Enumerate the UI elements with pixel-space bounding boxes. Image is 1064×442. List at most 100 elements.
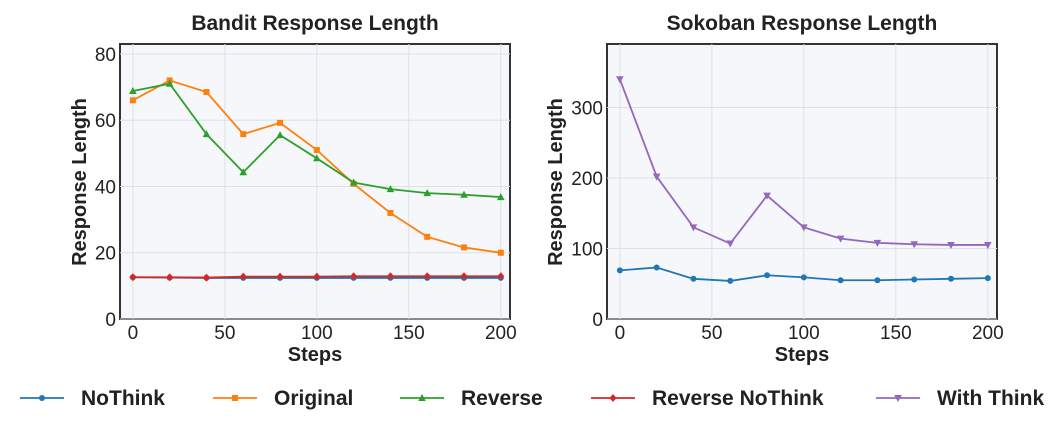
bandit-y-tick-label: 40 xyxy=(95,177,116,198)
legend-marker-nothink xyxy=(39,395,45,401)
bandit-point-reverse-nothink xyxy=(313,272,321,281)
bandit-x-tick-label: 150 xyxy=(393,323,425,344)
sokoban-y-tick-label: 200 xyxy=(571,169,603,190)
legend-label-reverse-nothink: Reverse NoThink xyxy=(652,387,824,410)
bandit-series xyxy=(129,77,505,282)
bandit-point-original xyxy=(129,97,136,104)
bandit-point-original xyxy=(277,119,284,126)
bandit-point-original xyxy=(461,244,468,251)
bandit-point-reverse-nothink xyxy=(460,272,468,281)
bandit-ticks: 0 50 100 150 200 0 20 40 60 80 xyxy=(95,45,517,344)
bandit-point-reverse xyxy=(349,178,358,186)
bandit-point-reverse xyxy=(129,87,137,95)
bandit-point-reverse-nothink xyxy=(423,272,431,281)
sokoban-point-nothink xyxy=(690,275,697,282)
legend-label-nothink: NoThink xyxy=(81,387,165,410)
legend-label-reverse: Reverse xyxy=(461,387,543,410)
sokoban-point-nothink xyxy=(653,264,660,271)
legend-item-reverse-nothink: Reverse NoThink xyxy=(591,387,824,410)
bandit-x-tick-label: 50 xyxy=(214,323,235,344)
bandit-point-reverse-nothink xyxy=(166,273,174,282)
sokoban-point-with-think xyxy=(836,235,845,243)
sokoban-x-tick-label: 50 xyxy=(701,323,722,344)
legend-item-with-think: With Think xyxy=(876,387,1044,410)
sokoban-point-with-think xyxy=(763,192,771,200)
sokoban-point-nothink xyxy=(837,277,844,284)
sokoban-point-nothink xyxy=(984,275,991,282)
bandit-point-original xyxy=(387,209,394,216)
sokoban-x-tick-label: 100 xyxy=(788,323,820,344)
sokoban-point-with-think xyxy=(726,240,735,248)
bandit-point-reverse-nothink xyxy=(497,272,505,281)
legend-marker-reverse xyxy=(418,394,426,401)
bandit-y-tick-label: 20 xyxy=(95,244,116,265)
bandit-point-reverse xyxy=(423,189,432,197)
sokoban-y-tick-label: 100 xyxy=(571,239,603,260)
bandit-point-reverse xyxy=(460,190,468,198)
sokoban-point-nothink xyxy=(800,274,807,281)
bandit-plot-area xyxy=(119,43,511,320)
sokoban-point-nothink xyxy=(911,276,918,283)
bandit-point-reverse xyxy=(313,154,321,162)
sokoban-point-nothink xyxy=(948,275,955,282)
sokoban-x-tick-label: 200 xyxy=(972,323,1004,344)
bandit-x-tick-label: 200 xyxy=(485,323,517,344)
bandit-point-reverse-nothink xyxy=(276,272,284,281)
legend-label-original: Original xyxy=(274,387,353,410)
sokoban-series-with-think xyxy=(616,76,992,249)
bandit-x-tick-label: 0 xyxy=(128,323,139,344)
bandit-point-reverse xyxy=(202,130,211,138)
bandit-point-original xyxy=(424,233,431,240)
legend: NoThink Original Reverse Reverse NoThink Wit… xyxy=(20,387,1044,410)
bandit-y-axis-label: Response Length xyxy=(69,98,91,266)
sokoban-point-nothink xyxy=(727,277,734,284)
legend-item-original: Original xyxy=(213,387,353,410)
sokoban-chart-title: Sokoban Response Length xyxy=(667,12,938,35)
bandit-point-original xyxy=(240,131,247,138)
legend-marker-original xyxy=(232,395,238,401)
sokoban-y-tick-label: 300 xyxy=(571,98,603,119)
bandit-series-reverse xyxy=(129,79,505,201)
sokoban-panel: 0 50 100 150 200 0 100 200 300 Sokoban Response … xyxy=(545,12,1004,366)
bandit-point-original xyxy=(203,89,210,96)
sokoban-point-nothink xyxy=(616,267,623,274)
sokoban-point-with-think xyxy=(616,76,624,84)
sokoban-point-with-think xyxy=(800,224,808,232)
bandit-point-original xyxy=(313,147,320,154)
bandit-point-reverse xyxy=(239,168,248,176)
bandit-panel: 0 50 100 150 200 0 20 40 60 80 Bandit Response Le… xyxy=(69,12,517,366)
sokoban-x-axis-label: Steps xyxy=(775,344,829,366)
sokoban-point-with-think xyxy=(910,241,919,249)
sokoban-point-with-think xyxy=(984,241,992,249)
bandit-point-reverse xyxy=(386,185,395,193)
bandit-point-reverse-nothink xyxy=(239,272,247,281)
bandit-point-reverse-nothink xyxy=(202,273,210,282)
legend-item-nothink: NoThink xyxy=(20,387,165,410)
bandit-point-original xyxy=(497,249,504,256)
bandit-x-tick-label: 100 xyxy=(301,323,333,344)
sokoban-point-with-think xyxy=(689,224,698,232)
bandit-y-tick-label: 80 xyxy=(95,45,116,66)
sokoban-x-tick-label: 150 xyxy=(880,323,912,344)
bandit-x-axis-label: Steps xyxy=(288,344,342,366)
bandit-point-reverse-nothink xyxy=(129,273,137,282)
bandit-point-reverse xyxy=(276,131,284,139)
bandit-y-tick-label: 60 xyxy=(95,111,116,132)
bandit-point-reverse-nothink xyxy=(386,272,394,281)
sokoban-series-nothink xyxy=(616,264,991,284)
sokoban-point-with-think xyxy=(652,173,661,181)
sokoban-y-tick-label: 0 xyxy=(592,310,603,331)
bandit-chart-title: Bandit Response Length xyxy=(191,12,438,35)
sokoban-series xyxy=(616,76,992,284)
sokoban-point-nothink xyxy=(764,272,771,279)
legend-label-with-think: With Think xyxy=(937,387,1044,410)
sokoban-y-axis-label: Response Length xyxy=(545,98,567,266)
legend-item-reverse: Reverse xyxy=(400,387,543,410)
legend-marker-with-think xyxy=(894,395,902,402)
bandit-y-tick-label: 0 xyxy=(105,310,116,331)
legend-marker-reverse-nothink xyxy=(609,394,617,402)
bandit-point-reverse xyxy=(165,79,174,87)
sokoban-x-tick-label: 0 xyxy=(615,323,626,344)
